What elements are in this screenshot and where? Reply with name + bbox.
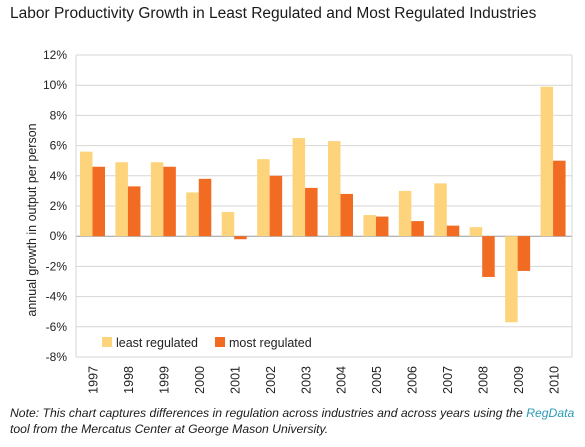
y-tick-label: -6% bbox=[46, 320, 68, 334]
chart-title: Labor Productivity Growth in Least Regul… bbox=[10, 5, 537, 22]
x-tick-label: 2000 bbox=[193, 366, 207, 394]
x-tick-label: 2009 bbox=[512, 366, 526, 394]
y-tick-label: 10% bbox=[43, 78, 67, 92]
x-tick-label: 2002 bbox=[264, 366, 278, 394]
bar-most-regulated-2005 bbox=[375, 216, 389, 237]
bar-most-regulated-1999 bbox=[163, 166, 176, 237]
y-tick-label: 8% bbox=[50, 108, 68, 122]
bar-most-regulated-2009 bbox=[517, 236, 531, 271]
y-tick-label: 6% bbox=[50, 139, 68, 153]
bar-most-regulated-2001 bbox=[234, 236, 247, 240]
y-tick-label: 0% bbox=[50, 229, 68, 243]
bar-least-regulated-2008 bbox=[469, 227, 483, 237]
y-tick-label: -8% bbox=[46, 350, 68, 364]
x-tick-label: 2003 bbox=[299, 366, 313, 394]
footnote-text: Note: This chart captures differences in… bbox=[10, 406, 523, 420]
legend-swatch-least-regulated bbox=[102, 337, 112, 347]
bar-least-regulated-1999 bbox=[150, 162, 164, 237]
x-tick-label: 2010 bbox=[547, 366, 561, 394]
footnote: Note: This chart captures differences in… bbox=[10, 405, 580, 437]
bar-least-regulated-1997 bbox=[80, 151, 93, 237]
regdata-link[interactable]: RegData bbox=[526, 406, 575, 420]
x-tick-label: 1997 bbox=[87, 366, 101, 394]
bar-most-regulated-2003 bbox=[305, 187, 318, 237]
x-tick-label: 2004 bbox=[335, 366, 349, 394]
y-tick-label: 4% bbox=[50, 169, 68, 183]
bars bbox=[80, 86, 566, 323]
bar-least-regulated-2007 bbox=[434, 183, 447, 237]
bar-most-regulated-2002 bbox=[269, 175, 283, 237]
bar-least-regulated-2010 bbox=[540, 86, 554, 237]
x-tick-label: 2005 bbox=[370, 366, 384, 394]
legend-label-least-regulated: least regulated bbox=[116, 336, 198, 350]
bar-most-regulated-1998 bbox=[127, 186, 141, 237]
x-tick-label: 2001 bbox=[228, 366, 242, 394]
bar-least-regulated-2003 bbox=[292, 138, 306, 237]
y-tick-label: 12% bbox=[43, 48, 67, 62]
legend-swatch-most-regulated bbox=[215, 337, 225, 347]
x-tick-label: 2006 bbox=[406, 366, 420, 394]
y-axis-label: annual growth in output per person bbox=[25, 123, 39, 316]
bar-most-regulated-2007 bbox=[446, 225, 460, 237]
y-tick-label: -2% bbox=[46, 259, 68, 273]
bar-chart: 12%10%8%6%4%2%0%-2%-4%-6%-8% 1997 1998 199… bbox=[25, 48, 573, 394]
bar-least-regulated-2001 bbox=[221, 212, 235, 237]
bar-most-regulated-1997 bbox=[92, 166, 105, 237]
bar-least-regulated-2006 bbox=[398, 190, 412, 237]
bar-most-regulated-2000 bbox=[198, 178, 212, 237]
bar-least-regulated-2000 bbox=[186, 192, 199, 237]
x-tick-label: 1999 bbox=[158, 366, 172, 394]
y-tick-label: -4% bbox=[46, 290, 68, 304]
legend: least regulated most regulated bbox=[102, 336, 312, 350]
x-tick-label: 2008 bbox=[476, 366, 490, 394]
bar-most-regulated-2004 bbox=[340, 193, 353, 237]
footnote-suffix: tool from the Mercatus Center at George … bbox=[10, 422, 329, 436]
bar-least-regulated-2005 bbox=[363, 215, 376, 237]
bar-least-regulated-2009 bbox=[505, 236, 518, 323]
bar-least-regulated-2004 bbox=[328, 141, 341, 237]
bar-most-regulated-2006 bbox=[411, 221, 424, 237]
bar-most-regulated-2010 bbox=[553, 160, 566, 237]
x-tick-label: 2007 bbox=[441, 366, 455, 394]
gridlines bbox=[75, 54, 573, 358]
bar-least-regulated-2002 bbox=[257, 159, 270, 237]
x-tick-labels: 1997 1998 1999 2000 2001 2002 2003 2004 2005 2006… bbox=[87, 366, 562, 394]
x-tick-label: 1998 bbox=[122, 366, 136, 394]
y-tick-labels: 12% 10% 8% 6% 4% 2% 0% -2% -4% -6% -8% bbox=[43, 48, 67, 364]
bar-most-regulated-2008 bbox=[482, 236, 495, 277]
legend-label-most-regulated: most regulated bbox=[229, 336, 312, 350]
bar-least-regulated-1998 bbox=[115, 162, 128, 237]
y-tick-label: 2% bbox=[50, 199, 68, 213]
